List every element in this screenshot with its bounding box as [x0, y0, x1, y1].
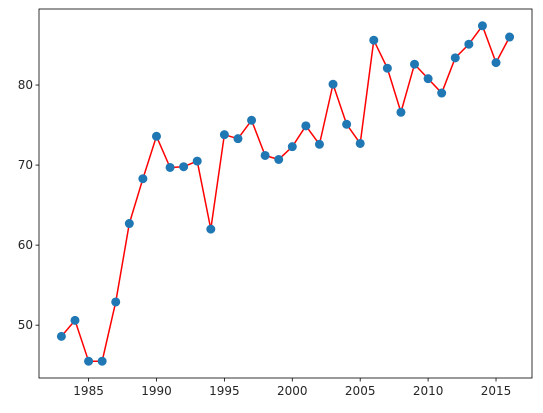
data-point	[301, 121, 311, 131]
data-point	[260, 150, 270, 160]
y-tick-label: 50	[18, 318, 33, 332]
data-point	[192, 156, 202, 166]
data-point	[56, 331, 66, 341]
data-point	[396, 107, 406, 117]
axes-layer: 1985 1990 1995 2000 2005 2010 2015 50 60 70 80	[18, 8, 533, 398]
data-point	[206, 224, 216, 234]
data-point	[274, 154, 284, 164]
data-point	[219, 130, 229, 140]
data-point	[477, 21, 487, 31]
data-point	[124, 219, 134, 229]
data-point	[97, 356, 107, 366]
x-tick-label: 1995	[209, 384, 240, 398]
data-point	[70, 315, 80, 325]
data-point	[84, 356, 94, 366]
data-point	[437, 88, 447, 98]
x-tick-label: 2000	[277, 384, 308, 398]
x-tick-label: 1985	[73, 384, 104, 398]
data-point	[491, 58, 501, 68]
x-tick-label: 2005	[345, 384, 376, 398]
x-tick-label: 2010	[413, 384, 444, 398]
data-point	[369, 35, 379, 45]
data-point	[247, 115, 257, 125]
data-point	[165, 162, 175, 172]
x-tick-label: 1990	[141, 384, 172, 398]
data-point	[423, 74, 433, 84]
x-tick-label: 2015	[481, 384, 512, 398]
y-tick-label: 70	[18, 158, 33, 172]
data-point	[410, 59, 420, 69]
data-point	[328, 79, 338, 89]
plot-frame	[38, 8, 533, 379]
data-point	[464, 39, 474, 49]
data-point	[505, 32, 515, 42]
series-line	[60, 25, 511, 362]
data-point	[314, 139, 324, 149]
data-point	[233, 134, 243, 144]
data-point	[342, 119, 352, 129]
data-point	[151, 131, 161, 141]
data-point	[355, 138, 365, 148]
data-point	[138, 174, 148, 184]
data-point	[179, 162, 189, 172]
data-point	[382, 63, 392, 73]
series-layer	[56, 21, 515, 366]
data-point	[111, 297, 121, 307]
data-point	[450, 53, 460, 63]
data-point	[287, 142, 297, 152]
y-tick-label: 80	[18, 78, 33, 92]
y-tick-label: 60	[18, 238, 33, 252]
